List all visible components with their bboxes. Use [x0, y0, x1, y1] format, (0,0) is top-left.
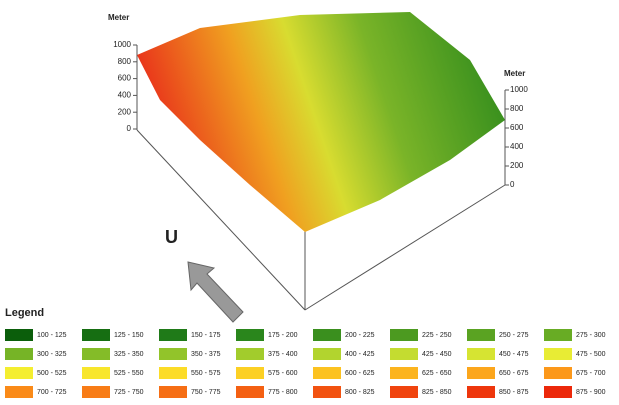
north-arrow — [188, 262, 243, 322]
legend-label: 350 - 375 — [191, 351, 221, 358]
legend-swatch — [82, 386, 110, 398]
right-axis-label: Meter — [504, 69, 525, 78]
legend-label: 725 - 750 — [114, 389, 144, 396]
right-tick-label: 800 — [510, 104, 524, 113]
legend-swatch — [236, 329, 264, 341]
legend-swatch — [5, 367, 33, 379]
legend-label: 425 - 450 — [422, 351, 452, 358]
legend-swatch — [159, 348, 187, 360]
legend-swatch — [159, 329, 187, 341]
legend-swatch — [390, 329, 418, 341]
legend-swatch — [5, 386, 33, 398]
legend-swatch — [236, 386, 264, 398]
legend-swatch — [159, 386, 187, 398]
legend-swatch — [467, 348, 495, 360]
legend-label: 600 - 625 — [345, 370, 375, 377]
legend-label: 150 - 175 — [191, 332, 221, 339]
legend-label: 650 - 675 — [499, 370, 529, 377]
legend-label: 325 - 350 — [114, 351, 144, 358]
legend-label: 775 - 800 — [268, 389, 298, 396]
north-label: U — [165, 227, 178, 247]
legend-swatch — [159, 367, 187, 379]
legend-swatch — [390, 367, 418, 379]
legend-swatch — [313, 329, 341, 341]
legend-swatch — [467, 329, 495, 341]
legend-label: 250 - 275 — [499, 332, 529, 339]
legend-swatch — [236, 348, 264, 360]
legend-label: 700 - 725 — [37, 389, 67, 396]
legend-label: 800 - 825 — [345, 389, 375, 396]
right-tick-label: 1000 — [510, 85, 528, 94]
legend-label: 525 - 550 — [114, 370, 144, 377]
terrain-figure: Meter Meter U Legend 1000 800 600 400 200 0 10… — [0, 0, 619, 405]
legend-title: Legend — [5, 307, 44, 319]
legend-label: 675 - 700 — [576, 370, 606, 377]
legend-label: 225 - 250 — [422, 332, 452, 339]
right-tick-label: 400 — [510, 142, 524, 151]
left-tick-label: 200 — [118, 107, 132, 116]
legend-label: 875 - 900 — [576, 389, 606, 396]
left-axis-label: Meter — [108, 13, 129, 22]
legend-swatch — [467, 367, 495, 379]
legend-swatch — [544, 367, 572, 379]
legend-swatch — [313, 386, 341, 398]
legend-label: 500 - 525 — [37, 370, 67, 377]
legend-label: 200 - 225 — [345, 332, 375, 339]
legend-label: 475 - 500 — [576, 351, 606, 358]
left-tick-label: 0 — [127, 124, 132, 133]
legend-label: 450 - 475 — [499, 351, 529, 358]
legend-swatch — [544, 348, 572, 360]
legend-swatch — [82, 348, 110, 360]
legend-swatch — [313, 348, 341, 360]
legend-swatch — [544, 386, 572, 398]
legend-label: 750 - 775 — [191, 389, 221, 396]
right-tick-label: 200 — [510, 161, 524, 170]
legend-label: 375 - 400 — [268, 351, 298, 358]
legend-swatch — [544, 329, 572, 341]
terrain-surface — [137, 12, 505, 232]
legend-label: 100 - 125 — [37, 332, 67, 339]
legend-label: 625 - 650 — [422, 370, 452, 377]
legend-label: 300 - 325 — [37, 351, 67, 358]
left-tick-label: 400 — [118, 91, 132, 100]
legend-label: 825 - 850 — [422, 389, 452, 396]
legend-label: 850 - 875 — [499, 389, 529, 396]
left-tick-label: 800 — [118, 57, 132, 66]
legend-swatch — [390, 386, 418, 398]
legend-swatch — [82, 329, 110, 341]
legend-label: 575 - 600 — [268, 370, 298, 377]
legend-label: 175 - 200 — [268, 332, 298, 339]
legend-label: 550 - 575 — [191, 370, 221, 377]
legend-swatch — [236, 367, 264, 379]
legend-label: 125 - 150 — [114, 332, 144, 339]
legend-label: 400 - 425 — [345, 351, 375, 358]
right-tick-label: 0 — [510, 180, 515, 189]
left-tick-label: 1000 — [113, 40, 131, 49]
left-tick-label: 600 — [118, 74, 132, 83]
legend-swatch — [5, 329, 33, 341]
right-tick-label: 600 — [510, 123, 524, 132]
legend-swatch — [390, 348, 418, 360]
legend-swatch — [313, 367, 341, 379]
legend-swatch — [5, 348, 33, 360]
legend-swatch — [82, 367, 110, 379]
legend-label: 275 - 300 — [576, 332, 606, 339]
legend-swatch — [467, 386, 495, 398]
